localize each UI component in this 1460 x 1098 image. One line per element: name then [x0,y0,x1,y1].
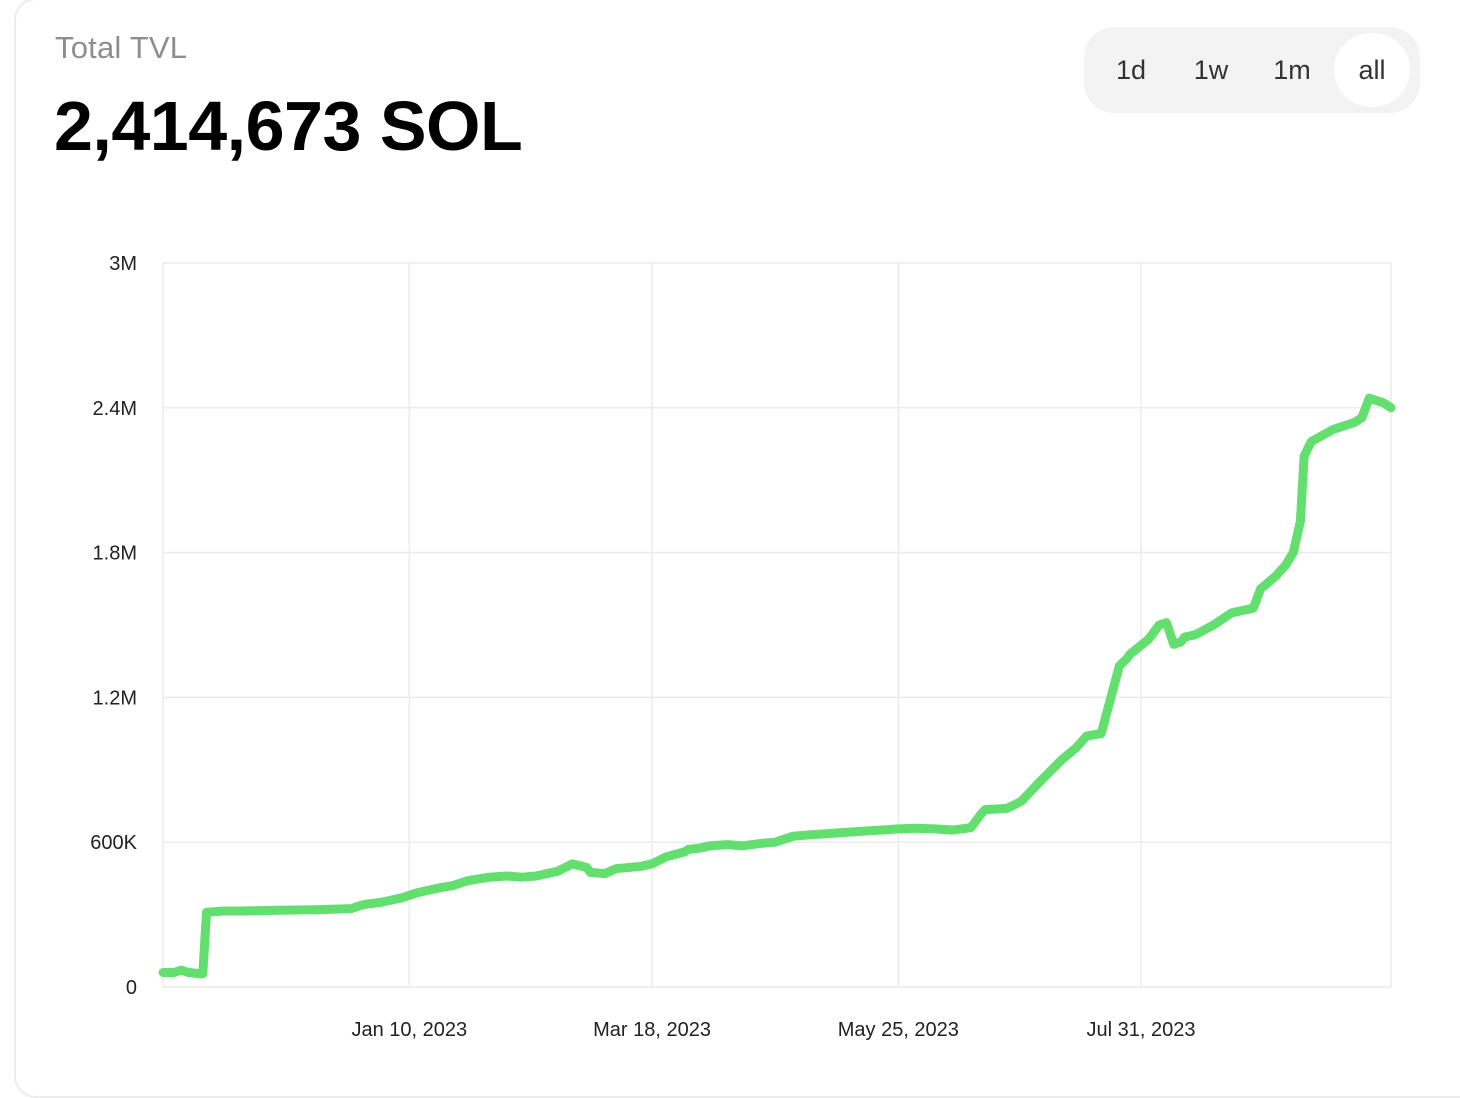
x-tick-label: Jan 10, 2023 [351,1019,467,1041]
x-tick-label: Mar 18, 2023 [593,1019,711,1041]
y-tick-label: 600K [90,832,137,854]
range-1d-button[interactable]: 1d [1115,55,1147,85]
tvl-series-line [158,393,1396,979]
tvl-value: 2,414,673 SOL [54,87,523,165]
tvl-title: Total TVL [55,30,188,65]
range-1m-button[interactable]: 1m [1273,55,1311,85]
y-tick-label: 1.8M [93,543,137,565]
x-tick-label: May 25, 2023 [838,1019,959,1041]
time-range-selector: 1d 1w 1m all [1084,27,1420,113]
range-all-button[interactable]: all [1334,33,1410,107]
y-tick-label: 2.4M [93,398,137,420]
x-tick-label: Jul 31, 2023 [1087,1019,1196,1041]
tvl-line-chart: 0 600K 1.2M 1.8M 2.4M 3M Jan 10, 2023 Mar 18, 2… [90,253,1396,1041]
y-tick-label: 0 [126,977,137,999]
range-1w-button[interactable]: 1w [1193,55,1229,85]
y-tick-label: 3M [109,253,137,275]
y-tick-label: 1.2M [93,687,137,709]
